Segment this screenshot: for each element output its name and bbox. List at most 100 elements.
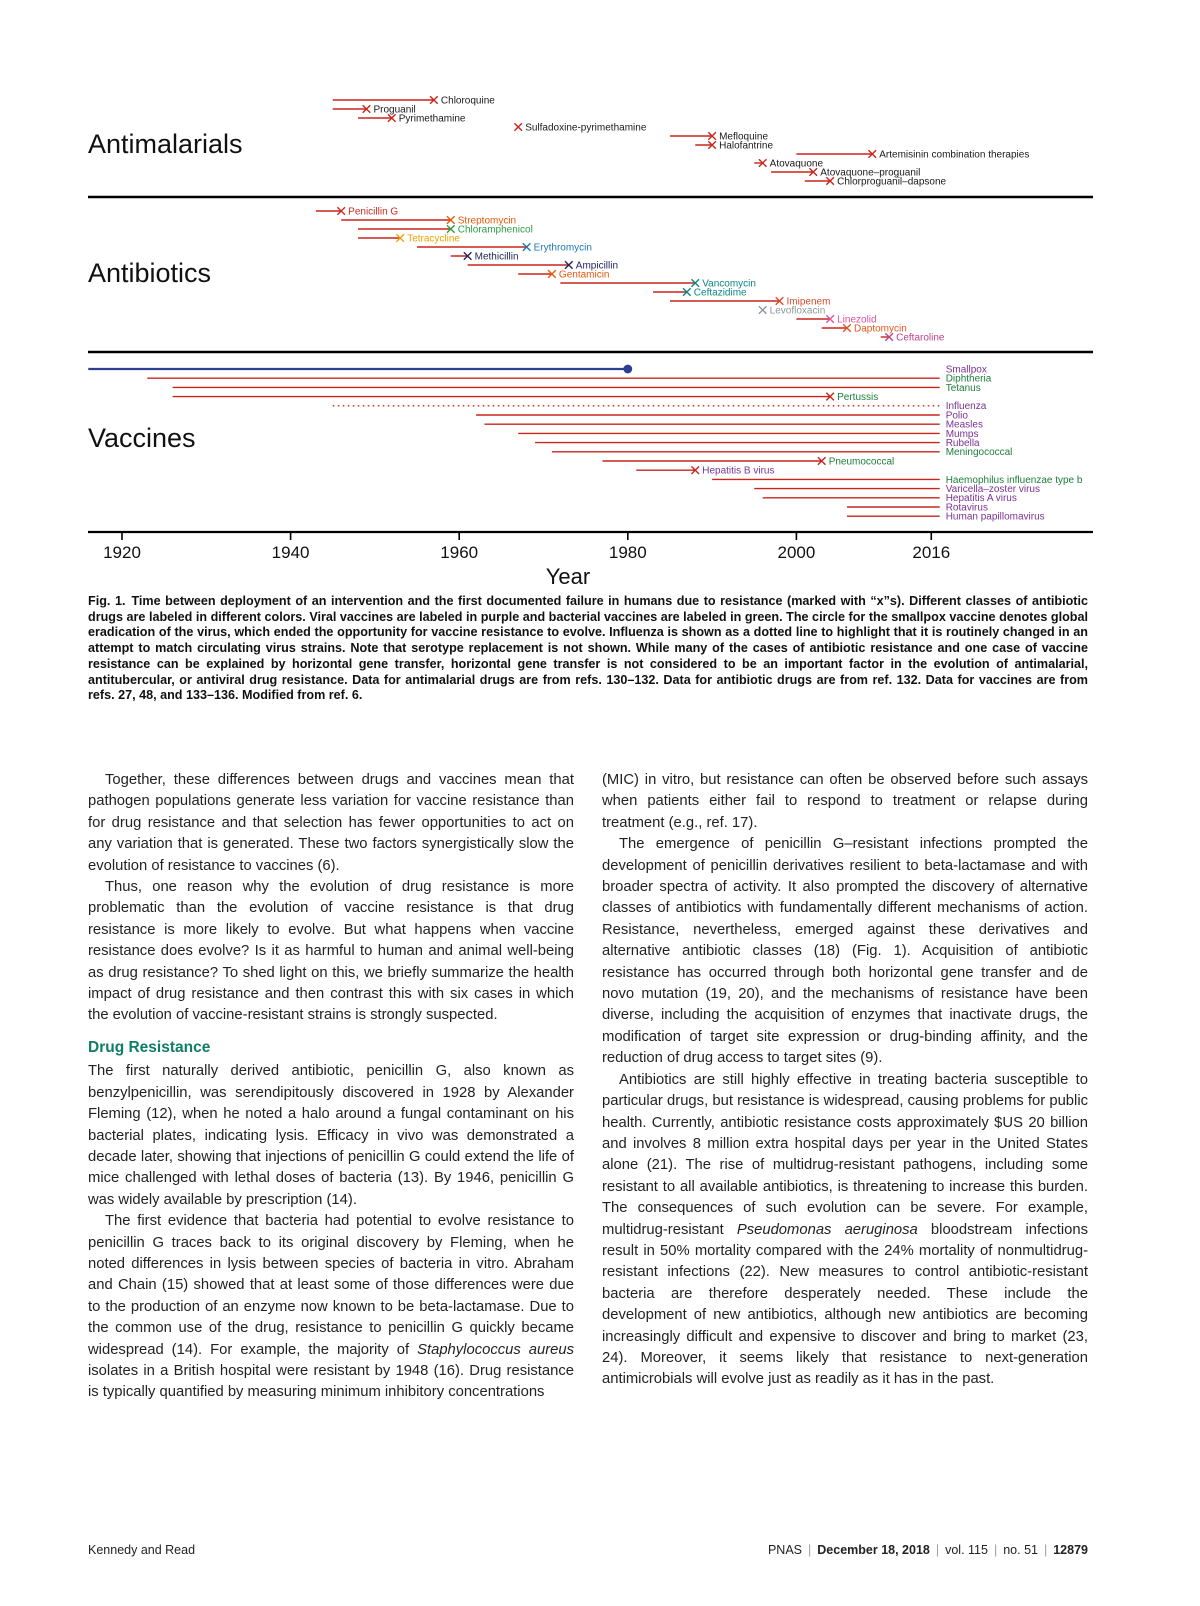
item-label-atovaquone-proguanil: Atovaquone–proguanil [820,167,920,178]
resistance-x-halofantrine [707,140,717,150]
resistance-x-mefloquine [707,131,717,141]
item-label-rotavirus: Rotavirus [946,502,988,513]
footer-segment: vol. 115 [945,1543,988,1557]
footer-journal-line: PNAS | December 18, 2018 | vol. 115 | no. 51 | 1… [768,1543,1088,1557]
resistance-x-levofloxacin [758,305,767,315]
resistance-x-penicillin-g [336,206,346,216]
resistance-x-atovaquone-proguanil [808,167,818,177]
resistance-x-atovaquone [758,158,767,168]
timeline-chart: Antimalarials Chloroquine ProguanilPyrimet… [88,95,1093,588]
axis-tick-label: 1940 [272,543,310,562]
item-label-hepatitis-a-virus: Hepatitis A virus [946,493,1017,504]
footer-segment: December 18, 2018 [817,1543,930,1557]
resistance-x-pyrimethamine [387,113,397,123]
item-label-daptomycin: Daptomycin [854,323,907,334]
item-label-streptomycin: Streptomycin [458,215,516,226]
resistance-x-tetracycline [395,233,405,243]
item-label-varicella-zoster-virus: Varicella–zoster virus [946,484,1040,495]
resistance-x-pneumococcal [817,456,826,466]
item-label-methicillin: Methicillin [475,251,519,262]
item-label-hepatitis-b-virus: Hepatitis B virus [702,466,774,477]
footer-segment: PNAS [767,1543,803,1557]
item-label-smallpox: Smallpox [946,364,987,375]
resistance-x-streptomycin [446,215,456,225]
eradication-marker-smallpox [623,364,633,374]
resistance-x-proguanil [362,104,371,114]
body-paragraph: The first evidence that bacteria had pot… [88,1213,574,1401]
resistance-x-pertussis [825,392,835,401]
footer-authors: Kennedy and Read [88,1543,196,1557]
item-label-diphtheria: Diphtheria [946,374,992,385]
resistance-x-hepatitis-b-virus [690,465,700,475]
resistance-x-vancomycin [690,278,700,288]
item-label-pertussis: Pertussis [837,392,878,403]
footer-separator: | [808,1543,812,1557]
axis-title: Year [546,564,590,588]
axis-tick-label: 1920 [103,543,141,562]
resistance-x-ampicillin [564,260,574,270]
item-label-levofloxacin: Levofloxacin [770,305,826,316]
resistance-x-ceftazidime [682,287,692,297]
body-paragraph: Together, these differences between drug… [88,772,574,874]
item-label-sulfadoxine-pyrimethamine: Sulfadoxine-pyrimethamine [525,122,647,133]
item-label-mumps: Mumps [946,429,979,440]
resistance-x-chloramphenicol [446,224,456,234]
item-label-tetracycline: Tetracycline [407,233,460,244]
resistance-x-daptomycin [842,323,852,333]
item-label-atovaquone: Atovaquone [770,158,824,169]
item-label-meningococcal: Meningococcal [946,447,1013,458]
figure-1: Antimalarials Chloroquine Proguanil Pyrimet… [88,88,1098,704]
item-label-imipenem: Imipenem [787,296,831,307]
body-paragraph: The emergence of penicillin G–resistant … [602,836,1088,1067]
footer-separator: | [935,1543,940,1557]
item-label-artemisinin-combination-therapies: Artemisinin combination therapies [879,149,1029,160]
figure-caption: Fig. 1. Time between deployment of an int… [88,594,1088,704]
resistance-x-ceftaroline [884,332,894,342]
article-body: Together, these differences between drug… [88,770,1088,1404]
resistance-x-sulfadoxine-pyrimethamine [513,122,523,132]
axis-tick-label: 2000 [777,543,815,562]
axis-tick-label: 1980 [609,543,647,562]
item-label-pyrimethamine: Pyrimethamine [399,113,466,124]
item-label-chloramphenicol: Chloramphenicol [458,224,533,235]
item-label-polio: Polio [946,410,969,421]
item-label-influenza: Influenza [946,401,987,412]
item-label-linezolid: Linezolid [837,314,876,325]
item-label-tetanus: Tetanus [946,383,981,394]
figure-caption-label: Fig. 1. [88,594,126,608]
right-column: (MIC) in vitro, but resistance can often… [602,770,1088,1404]
item-label-ceftazidime: Ceftazidime [694,287,747,298]
left-column: Together, these differences between drug… [88,770,574,1404]
body-paragraph: The first naturally derived antibiotic, … [88,1063,574,1208]
item-label-rubella: Rubella [946,438,980,449]
resistance-x-chloroquine [429,95,439,105]
footer-segment: no. 51 [1003,1543,1038,1557]
footer-separator: | [993,1543,998,1557]
resistance-x-gentamicin [547,269,557,279]
item-label-gentamicin: Gentamicin [559,269,610,280]
resistance-x-chlorproguanil-dapsone [825,176,835,186]
item-label-chloroquine: Chloroquine [441,95,495,106]
body-paragraph: Thus, one reason why the evolution of dr… [88,879,574,1024]
footer-separator: | [1043,1543,1048,1557]
group-label-antimalarials: Antimalarials [88,129,243,159]
resistance-x-imipenem [775,296,784,306]
resistance-x-linezolid [825,314,835,324]
footer-segment: 12879 [1053,1543,1088,1557]
axis-tick-label: 1960 [440,543,478,562]
item-label-halofantrine: Halofantrine [719,140,773,151]
group-label-vaccines: Vaccines [88,423,196,453]
item-label-measles: Measles [946,420,983,431]
item-label-chlorproguanil-dapsone: Chlorproguanil–dapsone [837,176,946,187]
body-paragraph: (MIC) in vitro, but resistance can often… [602,772,1088,831]
item-label-ceftaroline: Ceftaroline [896,332,945,343]
section-heading-drug-resistance: Drug Resistance [88,1038,211,1056]
resistance-x-artemisinin-combination-therapies [867,149,877,159]
item-label-mefloquine: Mefloquine [719,131,768,142]
figure-caption-text: Time between deployment of an interventi… [88,594,1088,703]
axis-tick-label: 2016 [912,543,950,562]
body-paragraph: Antibiotics are still highly effective i… [602,1071,1088,1388]
item-label-haemophilus-influenzae-type-b: Haemophilus influenzae type b [946,475,1083,486]
group-label-antibiotics: Antibiotics [88,258,211,288]
